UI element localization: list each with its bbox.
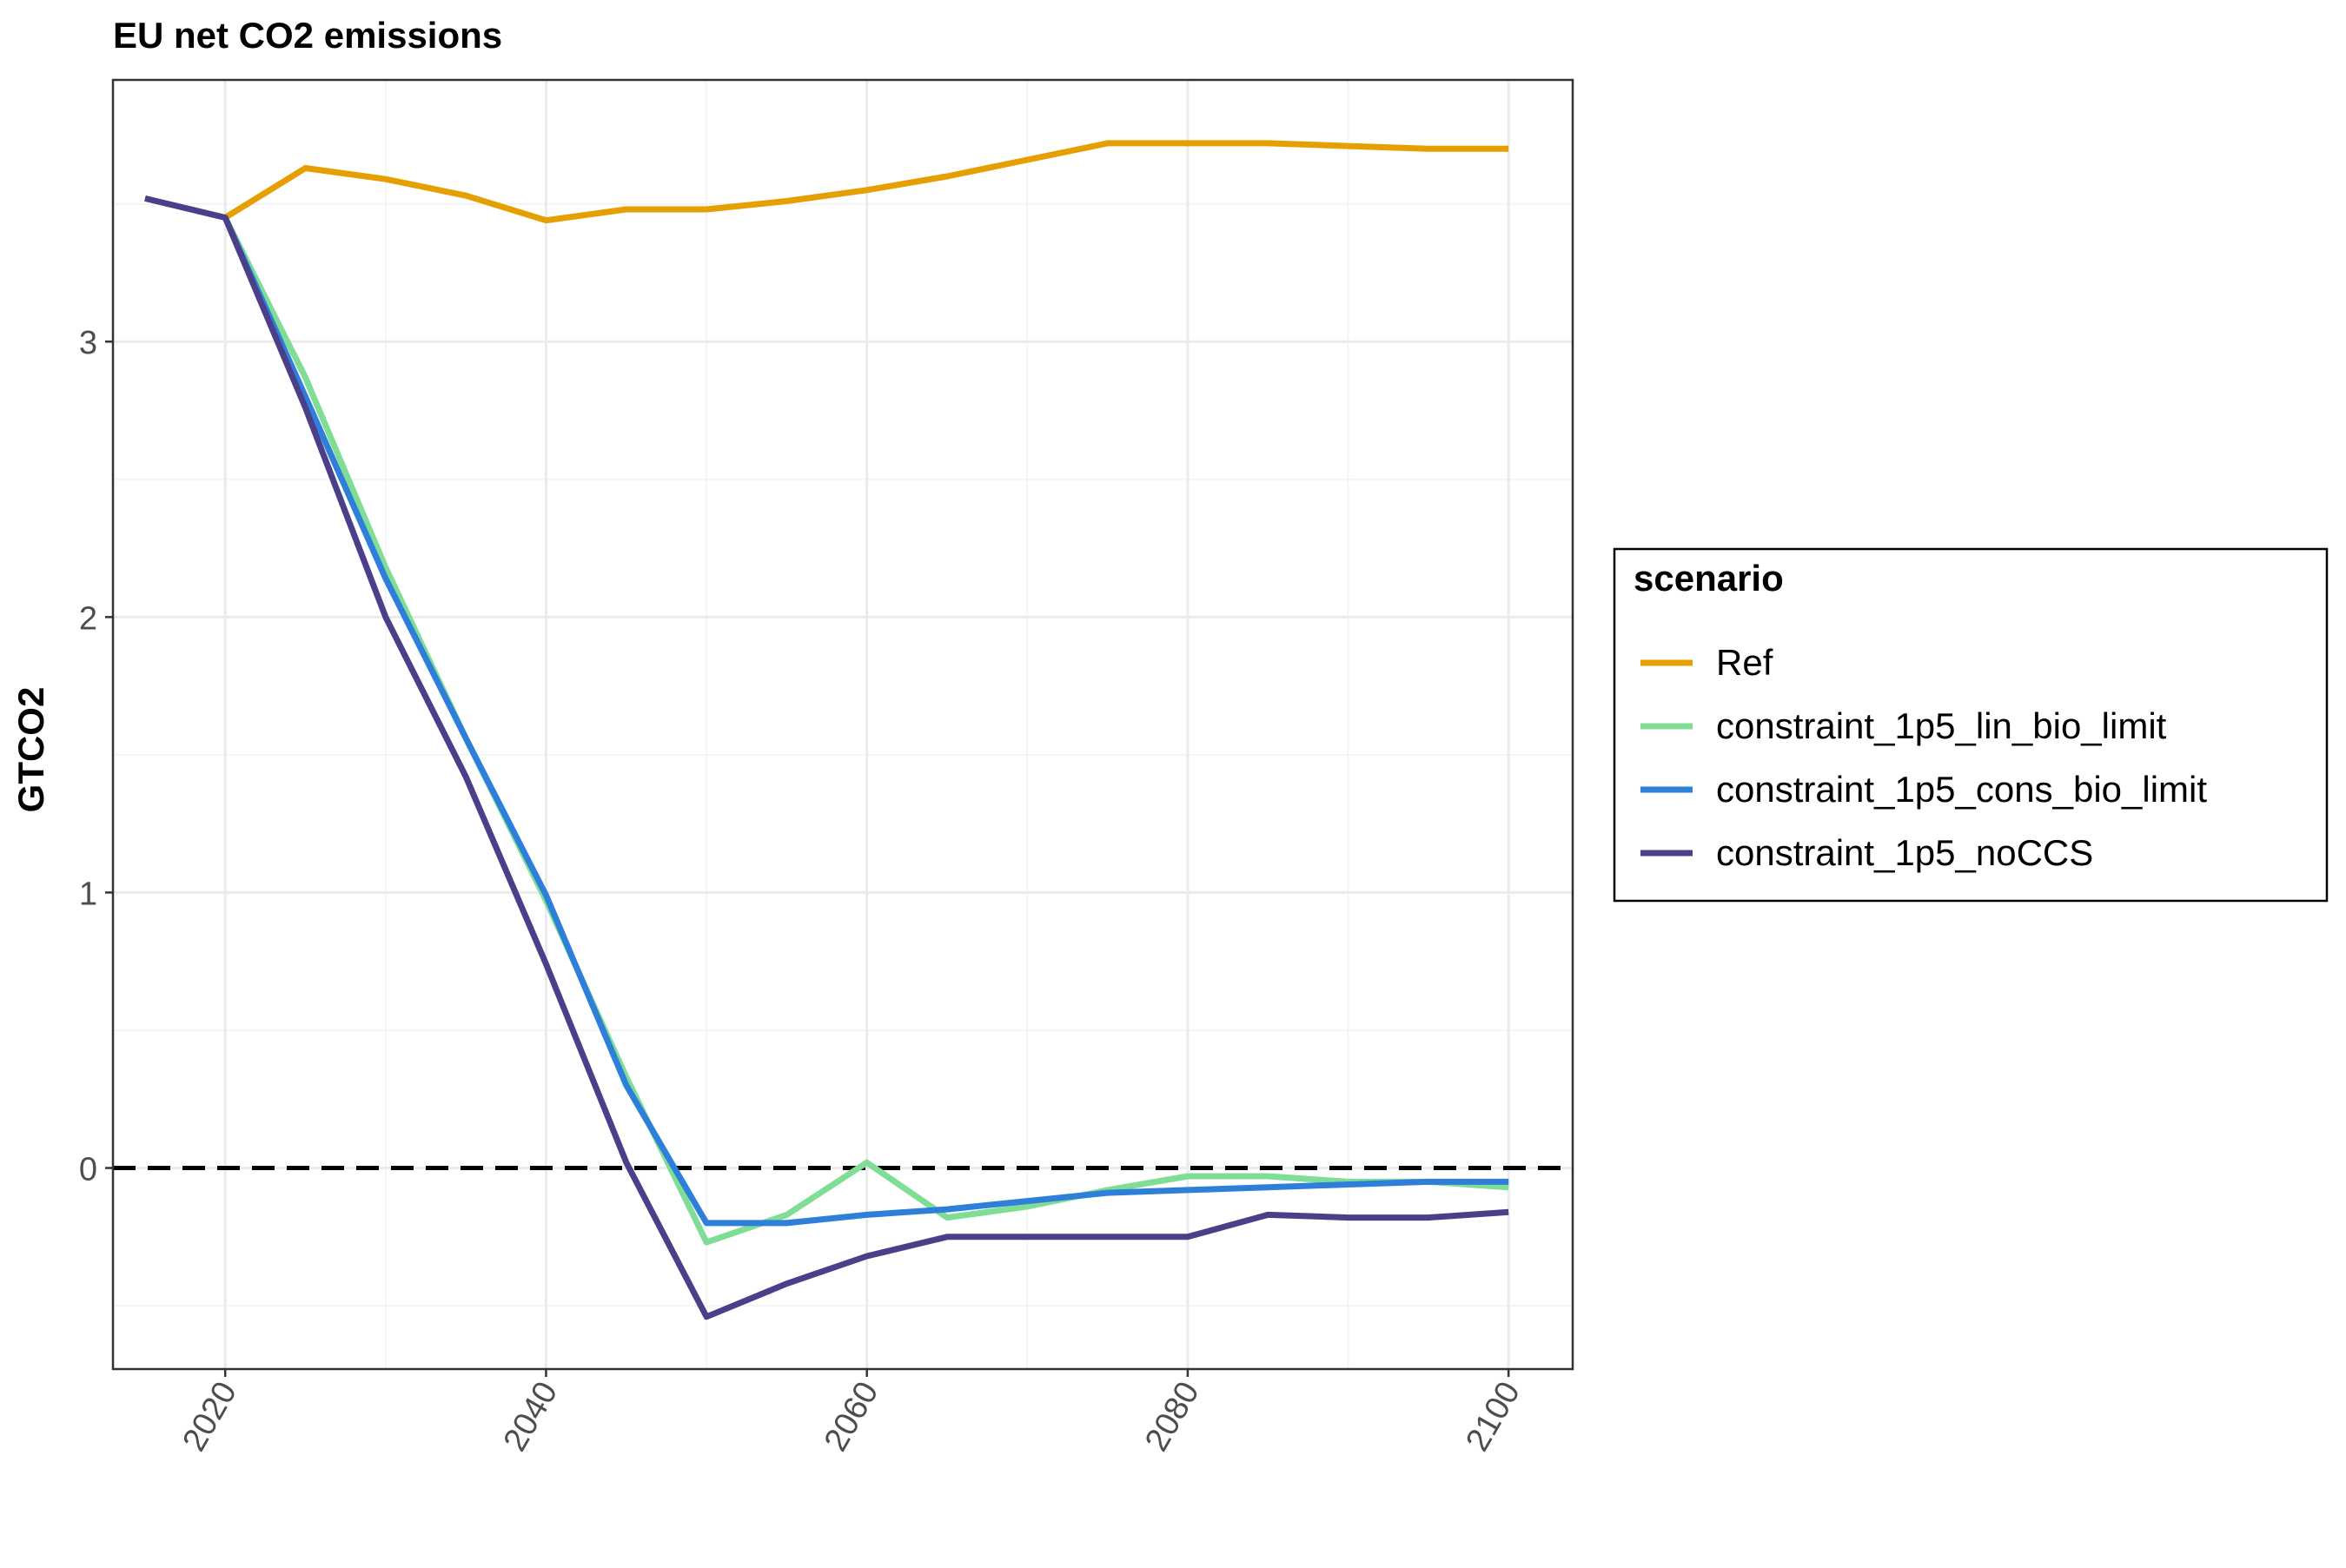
x-tick-label: 2040 (497, 1376, 566, 1458)
y-axis-label: GTCO2 (10, 687, 51, 813)
legend-label: constraint_1p5_lin_bio_limit (1716, 705, 2167, 746)
legend-box (1613, 547, 2329, 903)
series-line-ref (223, 140, 1509, 224)
x-tick-label: 2020 (176, 1376, 244, 1458)
x-tick-label: 2060 (818, 1376, 886, 1458)
series-line-constraint-1p5-noccs (144, 195, 1509, 1320)
y-tick-label: 1 (79, 876, 97, 912)
series-line-constraint-1p5-cons-bio-limit (222, 216, 1509, 1227)
legend: scenario Ref constraint_1p5_lin_bio_limit… (1613, 547, 2329, 903)
x-tick-label: 2100 (1459, 1376, 1528, 1458)
y-tick-label: 2 (79, 600, 97, 637)
plot-panel-border (111, 78, 1574, 1371)
y-tick-label: 0 (79, 1152, 97, 1188)
legend-title: scenario (1634, 558, 1784, 599)
legend-label: constraint_1p5_cons_bio_limit (1716, 769, 2207, 810)
chart-title: EU net CO2 emissions (113, 15, 502, 56)
series-layer (144, 140, 1509, 1320)
legend-label: constraint_1p5_noCCS (1716, 832, 2093, 873)
legend-items: Ref constraint_1p5_lin_bio_limit constrain… (1640, 642, 2207, 873)
legend-label: Ref (1716, 642, 1773, 683)
y-tick-label: 3 (79, 325, 97, 361)
x-tick-label: 2080 (1138, 1376, 1207, 1458)
grid-layer (113, 80, 1573, 1369)
